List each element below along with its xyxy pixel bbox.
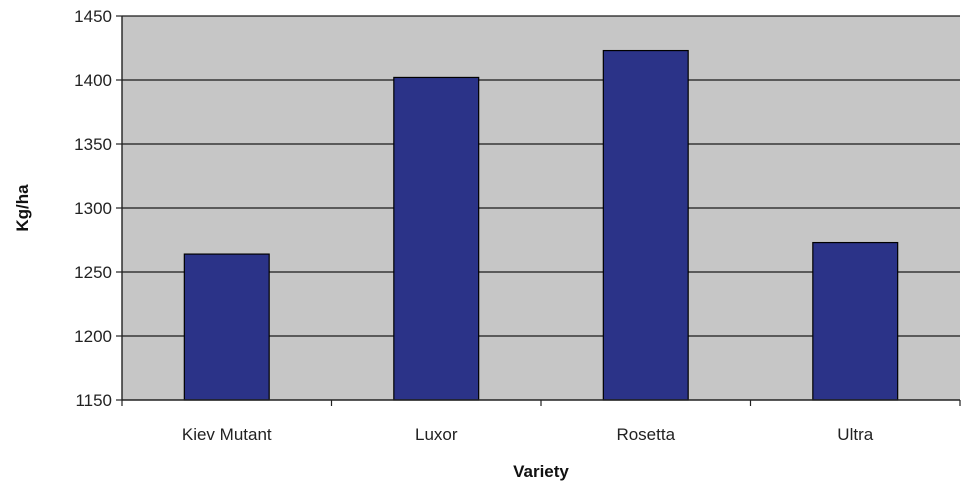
y-tick-label: 1450	[74, 7, 112, 26]
y-tick-label: 1150	[75, 391, 112, 410]
bars	[183, 49, 899, 401]
y-tick-label: 1350	[74, 135, 112, 154]
x-tick-labels: Kiev Mutant Luxor Rosetta Ultra	[182, 425, 874, 444]
x-tick-label: Ultra	[837, 425, 873, 444]
y-tick-label: 1200	[74, 327, 112, 346]
x-tick-label: Luxor	[415, 425, 458, 444]
y-tick-label: 1300	[74, 199, 112, 218]
axes	[116, 15, 961, 406]
bar-rosetta	[602, 49, 689, 401]
bar-kiev-mutant	[183, 253, 270, 401]
x-tick-label: Kiev Mutant	[182, 425, 272, 444]
y-tick-label: 1250	[74, 263, 112, 282]
y-axis-title: Kg/ha	[13, 184, 32, 232]
y-tick-label: 1400	[74, 71, 112, 90]
bar-ultra	[812, 241, 899, 401]
x-tick-label: Rosetta	[616, 425, 675, 444]
bar-luxor	[393, 76, 480, 401]
x-axis-title: Variety	[513, 462, 569, 481]
y-tick-labels: 1150 1200 1250 1300 1350 1400 1450	[74, 7, 112, 410]
